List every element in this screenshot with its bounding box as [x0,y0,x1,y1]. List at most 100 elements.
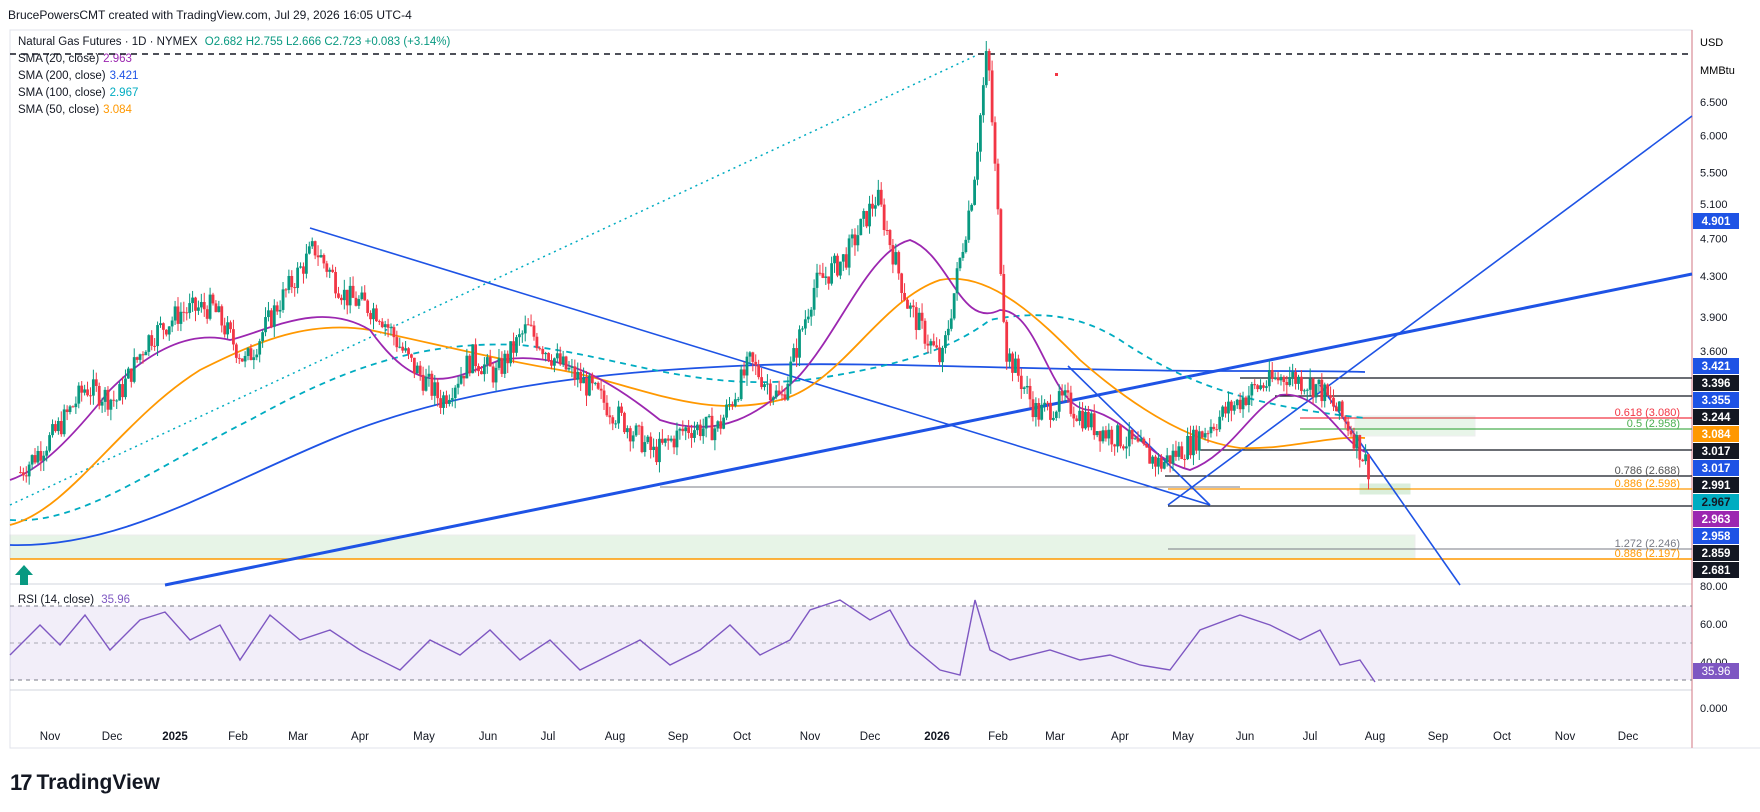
candle-body [121,384,124,398]
candle-body [1302,390,1306,392]
candle-body [485,357,489,365]
candle-body [264,317,267,333]
candle-body [103,389,107,402]
candle-body [1332,397,1335,407]
candle-body [252,357,256,361]
symbol-row[interactable]: Natural Gas Futures · 1D · NYMEX O2.682 … [18,34,450,51]
legend-sma20[interactable]: SMA (20, close) 2.963 [18,51,450,68]
candle-body [249,348,253,361]
candle-body [418,365,422,375]
long-term-trendline[interactable] [164,272,1693,587]
candle-body [459,375,463,384]
sma200-label: SMA (200, close) [18,70,106,82]
sma20-line[interactable] [9,239,1366,481]
candle-body [1057,391,1061,412]
candle-body [946,328,950,336]
candle-body [1124,446,1128,449]
rsi-line[interactable] [9,599,1376,683]
candle-body [1095,431,1099,436]
candle-body [801,328,804,330]
sma200-line[interactable] [9,363,1366,546]
candle-body [141,354,145,356]
candle-body [503,353,507,374]
support-zone [9,534,1416,560]
sma50-line[interactable] [9,277,1366,526]
legend-sma50[interactable]: SMA (50, close) 3.084 [18,102,450,119]
candle-body [903,292,906,300]
candle-body [1072,413,1076,419]
candle-body [684,427,688,432]
candle-body [293,287,297,289]
candle-body [39,450,43,461]
candle-body [547,352,550,361]
legend-sma100[interactable]: SMA (100, close) 2.967 [18,85,450,102]
candle-body [1346,421,1350,431]
candle-body [261,332,265,342]
candle-body [643,442,647,453]
candle-body [836,255,839,276]
candle-body [491,366,495,383]
candle-body [304,253,308,274]
candle-body [182,311,186,313]
candle-body [197,307,200,311]
candle-body [319,255,323,258]
candle-body [1358,435,1362,460]
candle-body [967,210,971,240]
tradingview-logo[interactable]: 17 TradingView [10,770,160,796]
candle-body [232,329,235,345]
candle-body [223,325,227,335]
candle-body [593,382,597,384]
candle-body [815,272,819,288]
candle-body [462,375,466,379]
candle-body [1028,385,1032,400]
candle-body [1291,372,1295,378]
rising-channel-line[interactable] [1167,115,1693,506]
candle-body [1267,370,1271,387]
candle-body [725,404,728,418]
candle-body [24,475,28,477]
candle-body [719,421,723,429]
candle-body [882,204,886,231]
candle-body [1113,444,1117,447]
candle-body [167,326,171,335]
price-label-text: 3.017 [1702,446,1731,458]
candle-body [1288,377,1292,386]
rsi-legend[interactable]: RSI (14, close) 35.96 [18,594,130,606]
candle-body [398,346,402,348]
price-label-bg [1693,213,1739,229]
candle-body [482,364,486,375]
candle-body [1297,376,1300,384]
candle-body [339,297,343,301]
candle-body [862,211,866,219]
price-label-6: 3.017 [1693,443,1739,459]
candle-body [876,189,880,206]
candle-body [558,353,562,365]
candle-body [1086,411,1090,428]
candle-body [194,297,197,311]
candle-body [544,352,548,355]
rsi-tick-1: 60.00 [1700,619,1728,631]
candle-body [1326,384,1330,396]
fib-label-0: 0.618 (3.080) [1615,407,1680,419]
candle-body [663,438,667,443]
candle-body [1159,457,1163,469]
candle-body [1367,454,1370,480]
legend-sma200[interactable]: SMA (200, close) 3.421 [18,68,450,85]
candle-body [91,379,95,396]
sma100-line[interactable] [9,314,1366,522]
breakdown-trendline[interactable] [1319,384,1461,586]
time-tick-8: Jul [541,731,556,743]
time-tick-20: Jul [1303,731,1318,743]
candle-body [760,377,763,388]
candle-body [1273,377,1277,379]
candle-body [1148,447,1152,464]
candle-body [115,400,119,402]
candle-body [538,348,542,350]
candle-body [237,357,241,359]
descending-trendline-2[interactable] [1067,365,1211,506]
candle-body [672,438,676,448]
candle-body [468,355,472,374]
candle-body [1037,403,1041,420]
candle-body [952,293,956,319]
